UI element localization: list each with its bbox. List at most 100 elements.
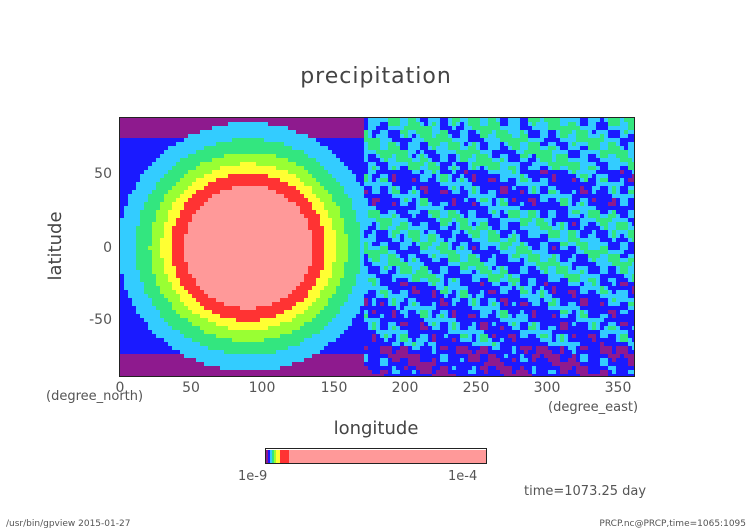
- heatmap-cell: [380, 202, 384, 206]
- heatmap-cell: [260, 270, 264, 274]
- heatmap-cell: [168, 206, 172, 210]
- heatmap-cell: [120, 186, 124, 190]
- heatmap-cell: [132, 246, 136, 250]
- heatmap-cell: [276, 250, 280, 254]
- heatmap-cell: [380, 206, 384, 210]
- heatmap-cell: [528, 234, 532, 238]
- heatmap-cell: [196, 226, 200, 230]
- heatmap-cell: [588, 150, 592, 154]
- heatmap-cell: [192, 166, 196, 170]
- heatmap-cell: [600, 142, 604, 146]
- heatmap-cell: [436, 142, 440, 146]
- heatmap-cell: [248, 250, 252, 254]
- heatmap-cell: [236, 270, 240, 274]
- heatmap-cell: [464, 250, 468, 254]
- heatmap-cell: [440, 158, 444, 162]
- heatmap-cell: [464, 130, 468, 134]
- heatmap-cell: [332, 158, 336, 162]
- heatmap-cell: [312, 118, 316, 122]
- heatmap-cell: [456, 170, 460, 174]
- heatmap-cell: [584, 214, 588, 218]
- heatmap-cell: [628, 162, 632, 166]
- heatmap-cell: [388, 250, 392, 254]
- heatmap-cell: [368, 178, 372, 182]
- heatmap-cell: [356, 202, 360, 206]
- heatmap-cell: [580, 150, 584, 154]
- heatmap-cell: [368, 162, 372, 166]
- heatmap-cell: [496, 234, 500, 238]
- heatmap-cell: [520, 134, 524, 138]
- heatmap-cell: [272, 182, 276, 186]
- heatmap-cell: [240, 250, 244, 254]
- heatmap-cell: [128, 238, 132, 242]
- heatmap-cell: [508, 186, 512, 190]
- heatmap-cell: [552, 158, 556, 162]
- heatmap-cell: [452, 154, 456, 158]
- heatmap-cell: [360, 230, 364, 234]
- heatmap-cell: [208, 266, 212, 270]
- heatmap-cell: [320, 174, 324, 178]
- heatmap-cell: [264, 254, 268, 258]
- heatmap-cell: [184, 178, 188, 182]
- heatmap-cell: [292, 146, 296, 150]
- heatmap-cell: [244, 234, 248, 238]
- heatmap-cell: [144, 202, 148, 206]
- heatmap-cell: [244, 218, 248, 222]
- heatmap-cell: [188, 258, 192, 262]
- heatmap-cell: [568, 178, 572, 182]
- heatmap-cell: [420, 150, 424, 154]
- heatmap-cell: [216, 206, 220, 210]
- heatmap-cell: [340, 198, 344, 202]
- heatmap-cell: [192, 262, 196, 266]
- heatmap-cell: [428, 254, 432, 258]
- heatmap-cell: [396, 158, 400, 162]
- heatmap-cell: [536, 182, 540, 186]
- heatmap-cell: [348, 194, 352, 198]
- heatmap-cell: [408, 206, 412, 210]
- heatmap-cell: [536, 178, 540, 182]
- heatmap-cell: [500, 238, 504, 242]
- heatmap-cell: [200, 122, 204, 126]
- heatmap-cell: [412, 210, 416, 214]
- heatmap-cell: [608, 162, 612, 166]
- heatmap-cell: [188, 126, 192, 130]
- heatmap-cell: [364, 154, 368, 158]
- heatmap-cell: [352, 198, 356, 202]
- heatmap-cell: [452, 222, 456, 226]
- heatmap-cell: [344, 194, 348, 198]
- heatmap-cell: [232, 162, 236, 166]
- heatmap-cell: [436, 166, 440, 170]
- heatmap-cell: [268, 262, 272, 266]
- heatmap-cell: [496, 142, 500, 146]
- heatmap-cell: [180, 202, 184, 206]
- heatmap-cell: [192, 134, 196, 138]
- heatmap-cell: [316, 242, 320, 246]
- heatmap-cell: [156, 202, 160, 206]
- heatmap-cell: [616, 210, 620, 214]
- heatmap-cell: [228, 154, 232, 158]
- heatmap-cell: [576, 194, 580, 198]
- heatmap-cell: [532, 218, 536, 222]
- heatmap-cell: [152, 266, 156, 270]
- heatmap-cell: [248, 198, 252, 202]
- heatmap-cell: [600, 230, 604, 234]
- heatmap-cell: [568, 238, 572, 242]
- heatmap-cell: [296, 270, 300, 274]
- heatmap-cell: [272, 130, 276, 134]
- heatmap-cell: [456, 182, 460, 186]
- heatmap-cell: [344, 214, 348, 218]
- heatmap-cell: [308, 122, 312, 126]
- heatmap-cell: [124, 202, 128, 206]
- heatmap-cell: [600, 186, 604, 190]
- heatmap-cell: [600, 122, 604, 126]
- heatmap-cell: [472, 254, 476, 258]
- heatmap-cell: [248, 270, 252, 274]
- heatmap-cell: [220, 118, 224, 122]
- heatmap-cell: [632, 198, 634, 202]
- heatmap-cell: [428, 162, 432, 166]
- heatmap-cell: [580, 178, 584, 182]
- heatmap-cell: [512, 230, 516, 234]
- heatmap-cell: [572, 226, 576, 230]
- heatmap-cell: [604, 210, 608, 214]
- heatmap-cell: [296, 146, 300, 150]
